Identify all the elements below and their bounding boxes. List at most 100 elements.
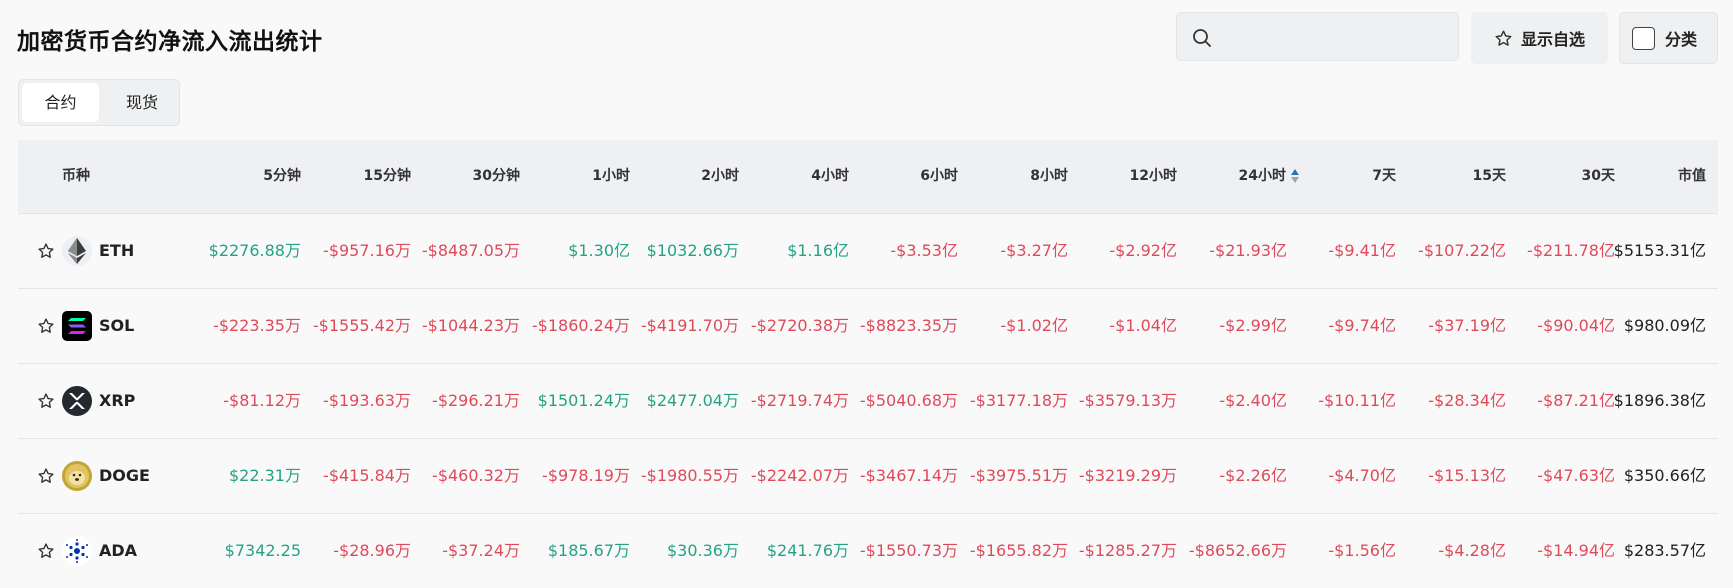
flow-30d: -$90.04亿	[1537, 316, 1615, 335]
show-watchlist-button[interactable]: 显示自选	[1471, 12, 1608, 64]
flow-2h: $1032.66万	[646, 241, 739, 260]
flow-15m: -$28.96万	[333, 541, 411, 560]
flow-2h: $2477.04万	[646, 391, 739, 410]
col-header-30m[interactable]: 30分钟	[472, 168, 520, 184]
market-cap: $980.09亿	[1623, 316, 1706, 335]
flow-24h: -$2.40亿	[1219, 391, 1287, 410]
flow-8h: -$3.27亿	[1000, 241, 1068, 260]
flow-15m: -$1555.42万	[312, 316, 411, 335]
col-header-2h[interactable]: 2小时	[701, 168, 739, 184]
col-header-12h[interactable]: 12小时	[1129, 168, 1177, 184]
category-toggle[interactable]: 分类	[1619, 12, 1718, 64]
flow-30m: -$460.32万	[432, 466, 520, 485]
flow-2h: -$1980.55万	[640, 466, 739, 485]
coin-symbol[interactable]: ADA	[99, 541, 138, 560]
market-cap: $283.57亿	[1623, 541, 1706, 560]
flow-30d: -$47.63亿	[1537, 466, 1615, 485]
flow-table: ETH $2276.88万 -$957.16万 -$8487.05万 $1.30…	[18, 214, 1718, 588]
flow-4h: -$2720.38万	[750, 316, 849, 335]
flow-8h: -$1.02亿	[1000, 316, 1068, 335]
category-label: 分类	[1665, 30, 1698, 49]
flow-6h: -$3.53亿	[890, 241, 958, 260]
category-checkbox[interactable]	[1632, 26, 1655, 50]
flow-4h: $241.76万	[766, 541, 849, 560]
flow-4h: -$2719.74万	[750, 391, 849, 410]
flow-6h: -$3467.14万	[859, 466, 958, 485]
flow-15d: -$4.28亿	[1438, 541, 1506, 560]
coin-symbol[interactable]: DOGE	[99, 466, 150, 485]
flow-15d: -$107.22亿	[1418, 241, 1506, 260]
table-row[interactable]: DOGE $22.31万 -$415.84万 -$460.32万 -$978.1…	[18, 439, 1718, 514]
flow-6h: -$1550.73万	[859, 541, 958, 560]
col-header-market-cap[interactable]: 市值	[1678, 168, 1706, 184]
flow-6h: -$8823.35万	[859, 316, 958, 335]
flow-1h: -$1860.24万	[531, 316, 630, 335]
star-icon[interactable]	[37, 392, 55, 410]
flow-1h: $1.30亿	[568, 241, 630, 260]
flow-12h: -$3219.29万	[1078, 466, 1177, 485]
flow-8h: -$3177.18万	[969, 391, 1068, 410]
sort-icon[interactable]	[1290, 168, 1300, 184]
flow-15d: -$37.19亿	[1428, 316, 1506, 335]
col-header-5m[interactable]: 5分钟	[263, 168, 301, 184]
flow-30m: -$296.21万	[432, 391, 520, 410]
col-header-1h[interactable]: 1小时	[592, 168, 630, 184]
search-input[interactable]	[1221, 23, 1450, 53]
flow-30d: -$211.78亿	[1527, 241, 1615, 260]
flow-30d: -$87.21亿	[1537, 391, 1615, 410]
col-header-6h[interactable]: 6小时	[920, 168, 958, 184]
flow-8h: -$1655.82万	[969, 541, 1068, 560]
coin-symbol[interactable]: ETH	[99, 241, 135, 260]
flow-7d: -$9.74亿	[1328, 316, 1396, 335]
flow-4h: $1.16亿	[787, 241, 849, 260]
flow-24h: -$8652.66万	[1188, 541, 1287, 560]
table-row[interactable]: SOL -$223.35万 -$1555.42万 -$1044.23万 -$18…	[18, 289, 1718, 364]
flow-5m: -$223.35万	[213, 316, 301, 335]
star-icon[interactable]	[37, 317, 55, 335]
flow-4h: -$2242.07万	[750, 466, 849, 485]
ada-logo-icon	[62, 536, 92, 566]
page-title: 加密货币合约净流入流出统计	[17, 29, 323, 55]
star-icon[interactable]	[37, 467, 55, 485]
col-header-coin: 币种	[62, 168, 90, 184]
flow-15m: -$415.84万	[323, 466, 411, 485]
col-header-4h[interactable]: 4小时	[811, 168, 849, 184]
tab-spot[interactable]: 现货	[125, 93, 158, 112]
coin-symbol[interactable]: SOL	[99, 316, 135, 335]
search-box[interactable]	[1176, 12, 1459, 61]
search-icon	[1193, 29, 1211, 47]
flow-1h: -$978.19万	[542, 466, 630, 485]
flow-24h: -$2.99亿	[1219, 316, 1287, 335]
xrp-logo-icon	[62, 386, 92, 416]
table-row[interactable]: XRP -$81.12万 -$193.63万 -$296.21万 $1501.2…	[18, 364, 1718, 439]
star-icon[interactable]	[37, 542, 55, 560]
star-icon[interactable]	[37, 242, 55, 260]
col-header-24h-label: 24小时	[1238, 168, 1286, 184]
tab-futures[interactable]: 合约	[22, 83, 99, 122]
table-row[interactable]: ADA $7342.25 -$28.96万 -$37.24万 $185.67万 …	[18, 514, 1718, 588]
flow-30m: -$37.24万	[442, 541, 520, 560]
flow-1h: $1501.24万	[537, 391, 630, 410]
col-header-8h[interactable]: 8小时	[1030, 168, 1068, 184]
flow-5m: $22.31万	[229, 466, 301, 485]
flow-5m: $7342.25	[224, 541, 301, 560]
table-row[interactable]: ETH $2276.88万 -$957.16万 -$8487.05万 $1.30…	[18, 214, 1718, 289]
col-header-15m[interactable]: 15分钟	[363, 168, 411, 184]
flow-7d: -$4.70亿	[1328, 466, 1396, 485]
col-header-24h[interactable]: 24小时	[1239, 140, 1300, 213]
doge-logo-icon	[62, 461, 92, 491]
flow-15d: -$28.34亿	[1428, 391, 1506, 410]
col-header-15d[interactable]: 15天	[1472, 168, 1506, 184]
flow-30d: -$14.94亿	[1537, 541, 1615, 560]
flow-7d: -$1.56亿	[1328, 541, 1396, 560]
col-header-7d[interactable]: 7天	[1372, 168, 1396, 184]
market-cap: $1896.38亿	[1613, 391, 1706, 410]
coin-symbol[interactable]: XRP	[99, 391, 136, 410]
market-type-tabs: 合约 现货	[18, 79, 180, 126]
flow-12h: -$2.92亿	[1109, 241, 1177, 260]
flow-12h: -$1.04亿	[1109, 316, 1177, 335]
col-header-30d[interactable]: 30天	[1581, 168, 1615, 184]
flow-24h: -$2.26亿	[1219, 466, 1287, 485]
flow-8h: -$3975.51万	[969, 466, 1068, 485]
market-cap: $5153.31亿	[1613, 241, 1706, 260]
